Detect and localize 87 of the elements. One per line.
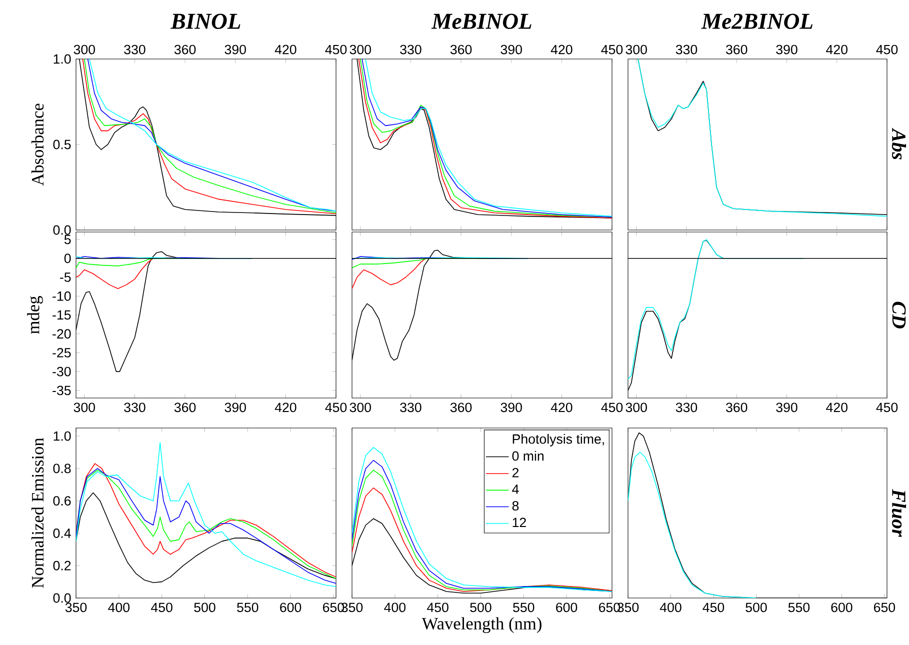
x-tick-label: 420 xyxy=(274,44,296,54)
x-tick-label: 390 xyxy=(776,402,798,412)
x-tick-label: 450 xyxy=(325,402,347,412)
x-tick-label: 360 xyxy=(726,44,748,54)
x-tick-label: 360 xyxy=(726,402,748,412)
legend-label: 12 xyxy=(512,518,526,528)
y-tick-label: 0.6 xyxy=(53,496,71,506)
x-tick-label: 330 xyxy=(400,44,422,54)
y-tick-label: 0.0 xyxy=(53,593,71,603)
x-tick-label: 550 xyxy=(237,602,258,612)
x-axis-title: Wavelength (nm) xyxy=(422,617,542,634)
x-tick-label: 450 xyxy=(325,44,347,54)
x-tick-label: 350 xyxy=(65,602,87,612)
y-tick-label: 0.8 xyxy=(53,464,71,474)
x-tick-label: 360 xyxy=(450,44,472,54)
x-tick-label: 390 xyxy=(776,44,798,54)
x-tick-label: 420 xyxy=(826,402,848,412)
x-tick-label: 500 xyxy=(746,602,767,612)
x-tick-label: 500 xyxy=(470,602,492,612)
y-tick-label: 0.4 xyxy=(53,528,71,538)
x-tick-label: 400 xyxy=(660,602,682,612)
x-tick-label: 330 xyxy=(124,44,146,54)
legend-label: 0 min xyxy=(512,450,544,461)
y-tick-label: -30 xyxy=(52,366,71,376)
y-tick-label: -20 xyxy=(52,329,71,339)
y-tick-label: -5 xyxy=(60,272,71,282)
y-tick-label: 5 xyxy=(64,234,71,244)
x-tick-label: 300 xyxy=(74,44,95,54)
legend-title: Photolysis time, xyxy=(512,434,604,446)
chart-title: Me2BINOL xyxy=(701,14,812,29)
x-tick-label: 450 xyxy=(876,44,898,54)
x-tick-label: 500 xyxy=(194,602,216,612)
x-tick-label: 330 xyxy=(676,402,698,412)
y-axis-title: Absorbance xyxy=(31,104,44,186)
y-axis-title: Normalized Emission xyxy=(31,438,44,588)
x-tick-label: 390 xyxy=(500,44,522,54)
x-tick-label: 450 xyxy=(151,602,172,612)
x-tick-label: 300 xyxy=(626,402,647,412)
x-tick-label: 300 xyxy=(74,402,95,412)
x-tick-label: 420 xyxy=(274,402,296,412)
y-tick-label: 1.0 xyxy=(54,431,71,441)
legend-label: 4 xyxy=(512,484,519,494)
chart-title: BINOL xyxy=(170,14,240,29)
x-tick-label: 600 xyxy=(280,602,302,612)
x-tick-label: 330 xyxy=(124,402,146,412)
chart-title: MeBINOL xyxy=(431,14,532,29)
y-tick-label: 1.0 xyxy=(54,54,71,64)
text: Fluor xyxy=(892,489,906,538)
x-tick-label: 420 xyxy=(550,44,572,54)
x-tick-label: 420 xyxy=(826,44,848,54)
x-tick-label: 600 xyxy=(556,602,578,612)
x-tick-label: 300 xyxy=(626,44,647,54)
y-tick-label: 0 xyxy=(64,254,71,264)
y-tick-label: -10 xyxy=(52,291,71,301)
x-tick-label: 550 xyxy=(513,602,534,612)
x-tick-label: 330 xyxy=(400,402,422,412)
x-tick-label: 550 xyxy=(788,602,810,612)
x-tick-label: 360 xyxy=(174,44,196,54)
x-tick-label: 400 xyxy=(384,602,406,612)
y-tick-label: -35 xyxy=(52,386,71,396)
x-tick-label: 420 xyxy=(550,402,572,412)
x-tick-label: 650 xyxy=(874,602,896,612)
x-tick-label: 390 xyxy=(224,44,246,54)
x-tick-label: 600 xyxy=(831,602,852,612)
text: Abs xyxy=(892,128,906,160)
x-tick-label: 360 xyxy=(450,402,472,412)
x-tick-label: 400 xyxy=(108,602,130,612)
x-tick-label: 390 xyxy=(500,402,522,412)
x-tick-label: 450 xyxy=(601,402,623,412)
x-tick-label: 300 xyxy=(350,44,371,54)
y-tick-label: 0.2 xyxy=(53,560,71,570)
x-tick-label: 360 xyxy=(174,402,196,412)
x-tick-label: 330 xyxy=(676,44,698,54)
y-tick-label: -15 xyxy=(52,310,71,320)
y-axis-title: mdeg xyxy=(27,296,43,334)
y-tick-label: 0.0 xyxy=(53,225,71,235)
legend-label: 8 xyxy=(512,501,519,511)
text: CD xyxy=(892,302,906,328)
x-tick-label: 450 xyxy=(427,602,448,612)
x-tick-label: 450 xyxy=(702,602,724,612)
y-tick-label: -25 xyxy=(52,348,71,358)
x-tick-label: 300 xyxy=(350,402,371,412)
x-tick-label: 450 xyxy=(601,44,623,54)
x-tick-label: 390 xyxy=(224,402,246,412)
x-tick-label: 450 xyxy=(876,402,898,412)
legend-label: 2 xyxy=(512,468,519,478)
y-tick-label: 0.5 xyxy=(53,140,71,150)
